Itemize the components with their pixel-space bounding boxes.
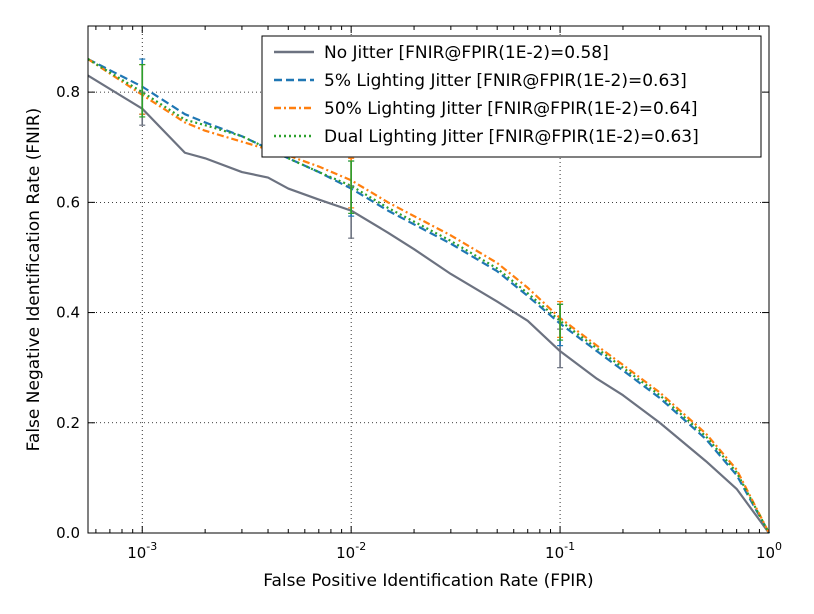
x-tick-label-exponent: 0 (775, 540, 782, 553)
y-tick-label: 0.0 (56, 524, 80, 542)
plot-frame (87, 25, 770, 534)
legend-label-1: No Jitter [FNIR@FPIR(1E-2)=0.58] (324, 43, 609, 63)
x-tick-label-base: 10 (336, 544, 355, 562)
error-bar (348, 160, 355, 214)
legend-label-2: 5% Lighting Jitter [FNIR@FPIR(1E-2)=0.63… (324, 71, 687, 91)
legend-label-4: Dual Lighting Jitter [FNIR@FPIR(1E-2)=0.… (324, 127, 699, 147)
series-line-3 (87, 58, 770, 534)
x-tick-label-exponent: -3 (146, 540, 157, 553)
y-tick-label: 0.6 (56, 193, 80, 211)
x-tick-label-base: 10 (756, 544, 775, 562)
series-line-1 (87, 74, 770, 534)
error-bars (139, 58, 564, 369)
series-line-2 (87, 58, 770, 534)
x-tick-label-exponent: -2 (355, 540, 366, 553)
x-tick-label: 100 (756, 540, 782, 562)
series-layer (87, 58, 770, 534)
x-tick-label: 10-2 (336, 540, 366, 562)
legend-label-3: 50% Lighting Jitter [FNIR@FPIR(1E-2)=0.6… (324, 99, 698, 119)
error-bar (139, 63, 146, 118)
x-tick-label-exponent: -1 (564, 540, 575, 553)
y-tick-label: 0.8 (56, 83, 80, 101)
x-tick-label: 10-3 (127, 540, 157, 562)
y-axis-label: False Negative Identification Rate (FNIR… (24, 108, 44, 452)
legend: No Jitter [FNIR@FPIR(1E-2)=0.58] 5% Light… (261, 35, 762, 158)
y-tick-label: 0.2 (56, 414, 80, 432)
x-tick-label-base: 10 (127, 544, 146, 562)
x-tick-label: 10-1 (545, 540, 575, 562)
error-bar (557, 303, 564, 341)
y-tick-label: 0.4 (56, 304, 80, 322)
x-axis-label: False Positive Identification Rate (FPIR… (263, 571, 593, 591)
x-tick-label-base: 10 (545, 544, 564, 562)
legend-box (261, 35, 762, 158)
series-line-4 (87, 58, 770, 534)
